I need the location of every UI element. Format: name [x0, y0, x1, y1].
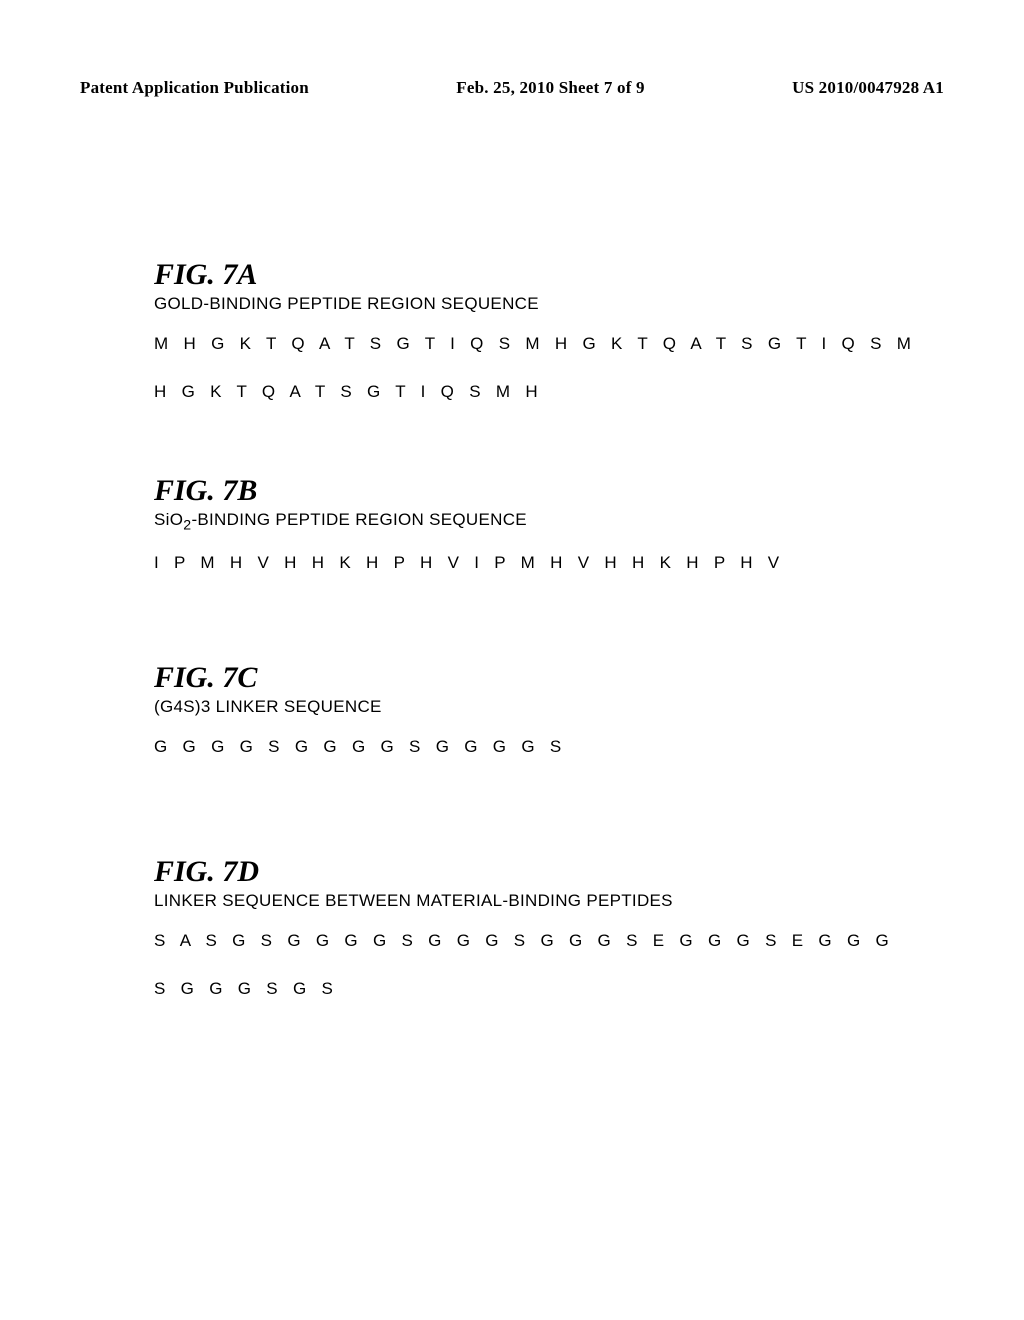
sequence-line: S A S G S G G G G S G G G S G G G S E G … [154, 931, 938, 951]
figure-title: FIG. 7B [154, 474, 938, 508]
sequence-line: I P M H V H H K H P H V I P M H V H H K … [154, 553, 938, 573]
subtitle-prefix: SiO [154, 510, 183, 529]
content: FIG. 7A GOLD-BINDING PEPTIDE REGION SEQU… [80, 98, 944, 999]
figure-subtitle: SiO2-BINDING PEPTIDE REGION SEQUENCE [154, 510, 938, 533]
figure-title: FIG. 7A [154, 258, 938, 292]
sequence-line: S G G G S G S [154, 979, 938, 999]
figure-subtitle: LINKER SEQUENCE BETWEEN MATERIAL-BINDING… [154, 891, 938, 911]
subtitle-suffix: -BINDING PEPTIDE REGION SEQUENCE [191, 510, 526, 529]
figure-title: FIG. 7D [154, 855, 938, 889]
page: Patent Application Publication Feb. 25, … [0, 0, 1024, 1320]
figure-7d: FIG. 7D LINKER SEQUENCE BETWEEN MATERIAL… [154, 855, 938, 999]
header-publication-type: Patent Application Publication [80, 78, 309, 98]
figure-7b: FIG. 7B SiO2-BINDING PEPTIDE REGION SEQU… [154, 474, 938, 573]
figure-7c: FIG. 7C (G4S)3 LINKER SEQUENCE G G G G S… [154, 661, 938, 757]
header-date-sheet: Feb. 25, 2010 Sheet 7 of 9 [456, 78, 644, 98]
sequence-line: H G K T Q A T S G T I Q S M H [154, 382, 938, 402]
figure-subtitle: GOLD-BINDING PEPTIDE REGION SEQUENCE [154, 294, 938, 314]
sequence-line: M H G K T Q A T S G T I Q S M H G K T Q … [154, 334, 938, 354]
header-publication-number: US 2010/0047928 A1 [792, 78, 944, 98]
figure-title: FIG. 7C [154, 661, 938, 695]
figure-subtitle: (G4S)3 LINKER SEQUENCE [154, 697, 938, 717]
sequence-line: G G G G S G G G G S G G G G S [154, 737, 938, 757]
figure-7a: FIG. 7A GOLD-BINDING PEPTIDE REGION SEQU… [154, 258, 938, 402]
page-header: Patent Application Publication Feb. 25, … [80, 78, 944, 98]
